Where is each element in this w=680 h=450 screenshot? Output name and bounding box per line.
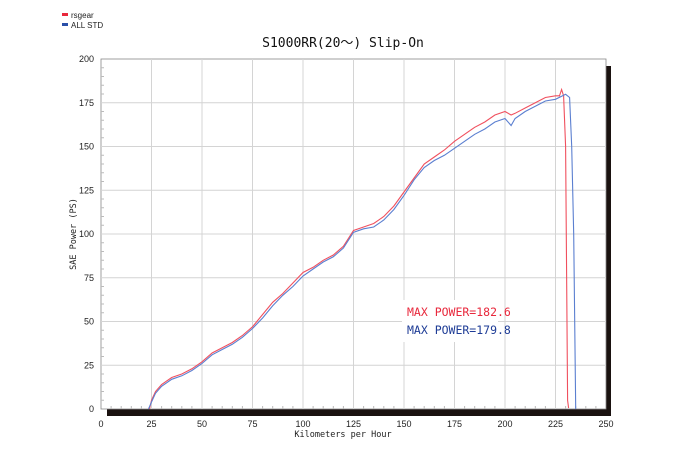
x-tick-label: 200	[497, 419, 512, 429]
max-power-all-std: MAX POWER=179.8	[407, 323, 511, 337]
series-lines	[147, 87, 577, 410]
legend-label-rsgear: rsgear	[71, 11, 94, 20]
legend: rsgear ALL STD	[62, 11, 103, 30]
y-tick-label: 150	[79, 142, 94, 152]
x-tick-label: 125	[346, 419, 361, 429]
series-line-rsgear	[148, 87, 570, 410]
legend-swatch-all-std	[62, 23, 68, 26]
x-tick-label: 250	[598, 419, 613, 429]
max-power-rsgear: MAX POWER=182.6	[407, 305, 511, 319]
x-tick-label: 25	[146, 419, 156, 429]
x-tick-label: 225	[548, 419, 563, 429]
x-tick-label: 150	[396, 419, 411, 429]
legend-swatch-rsgear	[62, 13, 68, 16]
x-tick-label: 175	[447, 419, 462, 429]
grid	[101, 59, 606, 409]
x-tick-label: 75	[247, 419, 257, 429]
chart-title: S1000RR(20～) Slip-On	[262, 36, 424, 51]
y-tick-label: 100	[79, 229, 94, 239]
y-tick-label: 175	[79, 98, 94, 108]
x-tick-label: 100	[295, 419, 310, 429]
y-tick-label: 125	[79, 185, 94, 195]
y-tick-label: 50	[84, 317, 94, 327]
y-tick-label: 200	[79, 54, 94, 64]
frame-shadow-right	[603, 66, 611, 416]
series-line-all-std	[147, 93, 577, 410]
tick-labels: 0 25 50 75 100 125 150 175 200 225 250 0 25 50 75 100 12…	[79, 54, 614, 429]
x-axis-label: Kilometers per Hour	[294, 430, 391, 440]
y-tick-label: 25	[84, 360, 94, 370]
x-tick-label: 0	[98, 419, 103, 429]
y-axis-label: SAE Power (PS)	[69, 198, 79, 270]
y-tick-label: 75	[84, 273, 94, 283]
annotation-box	[402, 300, 498, 342]
x-tick-label: 50	[197, 419, 207, 429]
y-tick-label: 0	[89, 404, 94, 414]
frame-shadow-bottom	[107, 409, 611, 416]
legend-label-all-std: ALL STD	[71, 21, 103, 30]
